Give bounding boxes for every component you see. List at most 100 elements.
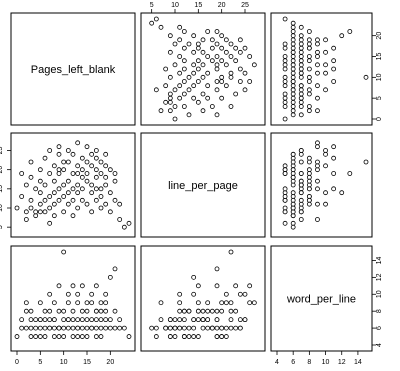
point-word_per_line-vs-line_per_page-11	[195, 317, 201, 323]
point-word_per_line-vs-line_per_page-72	[242, 317, 248, 323]
y-tick-label-word_per_line-1: 6	[376, 326, 383, 330]
point-Pages_left_blank-vs-word_per_line-2	[298, 112, 304, 118]
point-line_per_page-vs-word_per_line-89	[306, 178, 312, 184]
point-Pages_left_blank-vs-line_per_page-10	[163, 99, 169, 105]
point-line_per_page-vs-word_per_line-5	[315, 217, 320, 222]
point-word_per_line-vs-Pages_left_blank-57	[79, 325, 85, 331]
point-word_per_line-vs-line_per_page-84	[177, 300, 183, 306]
point-Pages_left_blank-vs-line_per_page-27	[223, 83, 229, 89]
point-Pages_left_blank-vs-line_per_page-38	[200, 74, 206, 80]
point-Pages_left_blank-vs-line_per_page-1	[186, 112, 192, 118]
point-word_per_line-vs-Pages_left_blank-7	[28, 325, 34, 331]
point-word_per_line-vs-Pages_left_blank-97	[56, 325, 62, 331]
point-Pages_left_blank-vs-word_per_line-4	[306, 108, 312, 114]
point-word_per_line-vs-line_per_page-71	[219, 308, 225, 314]
point-line_per_page-vs-word_per_line-66	[323, 151, 328, 157]
point-Pages_left_blank-vs-word_per_line-24	[323, 87, 328, 93]
point-Pages_left_blank-vs-word_per_line-29	[315, 83, 320, 89]
point-word_per_line-vs-Pages_left_blank-80	[98, 334, 104, 339]
x-tick-label-line_per_page-0: 5	[150, 2, 154, 9]
point-word_per_line-vs-Pages_left_blank-53	[75, 317, 81, 323]
point-word_per_line-vs-Pages_left_blank-18	[42, 325, 48, 331]
point-Pages_left_blank-vs-word_per_line-46	[290, 66, 296, 72]
point-word_per_line-vs-line_per_page-8	[172, 317, 178, 323]
x-tick-label-Pages_left_blank-1: 5	[38, 359, 42, 366]
point-line_per_page-vs-Pages_left_blank-40	[61, 167, 67, 173]
point-line_per_page-vs-word_per_line-78	[290, 205, 296, 211]
point-Pages_left_blank-vs-line_per_page-87	[219, 33, 225, 39]
point-word_per_line-vs-Pages_left_blank-69	[89, 317, 95, 323]
panel-word_per_line-Pages_left_blank	[10, 245, 136, 352]
point-Pages_left_blank-vs-line_per_page-12	[167, 99, 173, 105]
point-line_per_page-vs-Pages_left_blank-83	[103, 151, 109, 157]
point-line_per_page-vs-Pages_left_blank-35	[56, 144, 62, 150]
point-line_per_page-vs-word_per_line-29	[315, 178, 320, 184]
point-word_per_line-vs-Pages_left_blank-48	[70, 334, 76, 339]
point-word_per_line-vs-Pages_left_blank-19	[42, 317, 48, 323]
point-line_per_page-vs-word_per_line-68	[315, 163, 320, 169]
point-word_per_line-vs-Pages_left_blank-88	[107, 317, 113, 323]
point-Pages_left_blank-vs-word_per_line-53	[298, 62, 304, 68]
point-Pages_left_blank-vs-word_per_line-15	[315, 95, 320, 101]
point-Pages_left_blank-vs-word_per_line-73	[282, 45, 288, 51]
point-word_per_line-vs-Pages_left_blank-40	[61, 334, 67, 339]
point-word_per_line-vs-line_per_page-36	[228, 249, 234, 255]
point-Pages_left_blank-vs-word_per_line-92	[298, 24, 304, 30]
point-line_per_page-vs-word_per_line-62	[290, 159, 296, 165]
point-Pages_left_blank-vs-word_per_line-94	[290, 20, 296, 26]
point-line_per_page-vs-Pages_left_blank-66	[89, 151, 95, 157]
point-Pages_left_blank-vs-line_per_page-8	[172, 104, 178, 109]
point-word_per_line-vs-Pages_left_blank-5	[23, 300, 29, 306]
point-line_per_page-vs-word_per_line-67	[290, 190, 296, 196]
point-word_per_line-vs-Pages_left_blank-74	[93, 325, 99, 331]
point-word_per_line-vs-line_per_page-92	[158, 317, 164, 323]
point-line_per_page-vs-Pages_left_blank-55	[75, 190, 81, 196]
point-Pages_left_blank-vs-word_per_line-36	[363, 74, 369, 80]
point-line_per_page-vs-Pages_left_blank-73	[93, 197, 99, 203]
point-Pages_left_blank-vs-line_per_page-88	[167, 33, 173, 39]
point-word_per_line-vs-line_per_page-89	[205, 308, 211, 314]
point-word_per_line-vs-Pages_left_blank-99	[93, 308, 99, 314]
point-line_per_page-vs-Pages_left_blank-91	[112, 171, 118, 176]
point-word_per_line-vs-line_per_page-83	[237, 325, 243, 331]
point-word_per_line-vs-Pages_left_blank-13	[37, 325, 43, 331]
point-Pages_left_blank-vs-line_per_page-89	[205, 29, 211, 34]
point-Pages_left_blank-vs-line_per_page-96	[167, 95, 173, 101]
point-Pages_left_blank-vs-line_per_page-74	[209, 45, 215, 51]
point-word_per_line-vs-line_per_page-52	[251, 300, 257, 306]
point-word_per_line-vs-Pages_left_blank-62	[84, 325, 90, 331]
x-tick-label-word_per_line-1: 6	[291, 359, 295, 366]
point-word_per_line-vs-Pages_left_blank-64	[84, 308, 90, 314]
point-line_per_page-vs-Pages_left_blank-18	[42, 155, 48, 161]
point-line_per_page-vs-Pages_left_blank-36	[61, 159, 67, 165]
point-word_per_line-vs-Pages_left_blank-15	[37, 300, 43, 306]
point-line_per_page-vs-word_per_line-73	[282, 197, 288, 203]
point-Pages_left_blank-vs-line_per_page-97	[219, 79, 225, 84]
point-Pages_left_blank-vs-line_per_page-7	[209, 104, 215, 109]
point-Pages_left_blank-vs-word_per_line-91	[347, 29, 353, 34]
point-Pages_left_blank-vs-word_per_line-63	[298, 54, 304, 59]
point-Pages_left_blank-vs-line_per_page-39	[186, 74, 192, 80]
point-Pages_left_blank-vs-line_per_page-31	[237, 79, 243, 84]
point-Pages_left_blank-vs-line_per_page-0	[172, 116, 178, 122]
point-line_per_page-vs-Pages_left_blank-67	[89, 190, 95, 196]
point-line_per_page-vs-Pages_left_blank-79	[98, 171, 104, 176]
point-line_per_page-vs-Pages_left_blank-37	[61, 209, 67, 215]
point-Pages_left_blank-vs-word_per_line-82	[298, 37, 304, 43]
panel-line_per_page-word_per_line	[270, 132, 373, 238]
point-Pages_left_blank-vs-line_per_page-14	[205, 95, 211, 101]
point-word_per_line-vs-line_per_page-98	[214, 334, 220, 339]
point-line_per_page-vs-word_per_line-30	[298, 201, 304, 207]
point-line_per_page-vs-Pages_left_blank-5	[23, 217, 29, 222]
point-word_per_line-vs-Pages_left_blank-29	[51, 300, 57, 306]
point-line_per_page-vs-Pages_left_blank-30	[51, 201, 57, 207]
point-Pages_left_blank-vs-word_per_line-55	[323, 62, 328, 68]
point-Pages_left_blank-vs-word_per_line-85	[306, 37, 312, 43]
point-Pages_left_blank-vs-line_per_page-45	[228, 70, 234, 76]
point-Pages_left_blank-vs-line_per_page-70	[167, 49, 173, 55]
point-Pages_left_blank-vs-line_per_page-42	[205, 70, 211, 76]
point-word_per_line-vs-line_per_page-99	[195, 308, 201, 314]
point-line_per_page-vs-word_per_line-99	[306, 186, 312, 192]
point-Pages_left_blank-vs-line_per_page-36	[228, 74, 234, 80]
